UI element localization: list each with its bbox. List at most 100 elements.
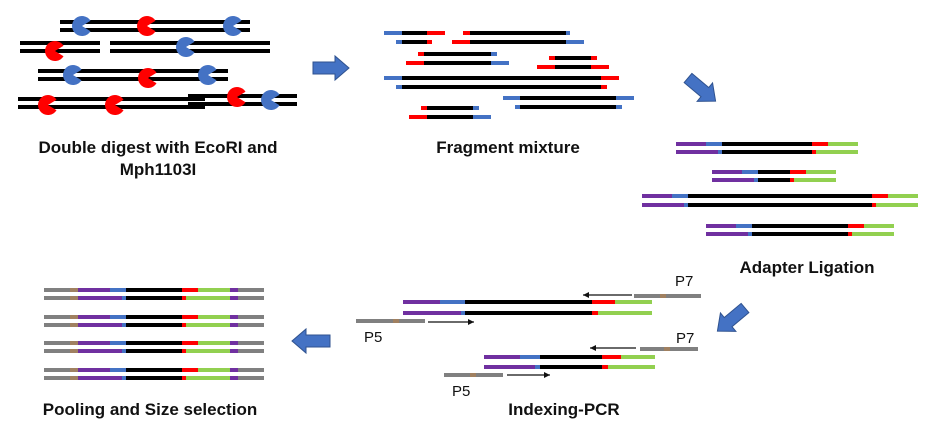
fragment-strand <box>418 52 424 56</box>
fragment-strand <box>491 52 497 56</box>
fragment-strand <box>396 85 402 89</box>
ligated-fragment <box>642 203 672 207</box>
ligated-fragment <box>852 232 894 236</box>
ligated-fragment <box>706 142 722 146</box>
pcr-template-strand <box>615 300 652 304</box>
ligated-fragment <box>676 142 706 146</box>
fragment-strand <box>616 105 622 109</box>
library-molecule <box>70 341 78 345</box>
library-molecule <box>78 296 122 300</box>
library-molecule <box>78 368 110 372</box>
ligated-fragment <box>848 224 864 228</box>
label-fragment-mixture: Fragment mixture <box>436 138 580 157</box>
pcr-template-strand <box>520 355 540 359</box>
fragment-strand <box>491 61 509 65</box>
p7-extension-arrow-icon <box>590 345 636 351</box>
pcr-template-strand <box>602 365 608 369</box>
library-molecule <box>238 288 264 292</box>
pcr-template-strand <box>484 355 520 359</box>
library-molecule <box>182 323 186 327</box>
fragment-strand <box>601 76 619 80</box>
label-p5-top: P5 <box>364 329 383 346</box>
fragment-strand <box>384 76 402 80</box>
p7-extension-arrow-icon-head <box>583 292 589 298</box>
library-molecule <box>44 349 70 353</box>
ligated-fragment <box>812 150 816 154</box>
p7-index-primer <box>634 294 660 298</box>
dna-strand <box>38 77 228 81</box>
fragment-strand <box>591 56 597 60</box>
fragment-strand <box>537 65 555 69</box>
ligated-fragment <box>806 170 836 174</box>
fragment-strand <box>616 96 634 100</box>
fragment-strand <box>402 76 601 80</box>
library-molecule <box>230 376 238 380</box>
fragment-strand <box>424 61 491 65</box>
library-molecule <box>70 349 78 353</box>
ligated-fragment <box>742 178 754 182</box>
p7-index-primer <box>664 347 670 351</box>
library-molecule <box>198 315 230 319</box>
arrow-digest-to-fragments-icon <box>312 54 350 82</box>
ligated-fragment <box>718 150 722 154</box>
label-double-digest-line2: Mph1103I <box>119 160 197 179</box>
fragment-strand <box>452 40 470 44</box>
ligated-fragment <box>672 194 688 198</box>
ecori-enzyme-icon <box>137 68 157 88</box>
pcr-template-strand <box>465 300 592 304</box>
pcr-template-strand <box>592 311 598 315</box>
ecori-enzyme-icon <box>136 15 156 36</box>
library-molecule <box>110 341 126 345</box>
fragment-strand <box>520 105 616 109</box>
fragment-strand <box>555 65 591 69</box>
pcr-template-strand <box>440 311 461 315</box>
dna-strand <box>20 49 100 53</box>
library-molecule <box>122 296 126 300</box>
ecori-enzyme-icon <box>38 95 57 115</box>
pcr-template-strand <box>598 311 652 315</box>
ligated-fragment <box>712 170 742 174</box>
fragment-strand <box>427 31 445 35</box>
fragment-strand <box>427 40 432 44</box>
pcr-template-strand <box>592 300 615 304</box>
arrow-ligation-to-pcr-icon <box>716 302 750 332</box>
label-pooling-size-selection: Pooling and Size selection <box>42 400 258 419</box>
library-molecule <box>70 376 78 380</box>
p7-extension-arrow-icon <box>583 292 632 298</box>
fragment-strand <box>591 65 609 69</box>
ligated-fragment <box>706 224 736 228</box>
dna-strand <box>188 94 297 98</box>
fragment-strand <box>566 40 584 44</box>
p5-index-primer <box>470 373 476 377</box>
library-molecule <box>44 341 70 345</box>
library-molecule <box>110 368 126 372</box>
library-molecule <box>182 368 198 372</box>
library-molecule <box>182 349 186 353</box>
library-molecule <box>182 315 198 319</box>
library-molecule <box>78 376 122 380</box>
ligated-fragment <box>706 150 718 154</box>
library-molecule <box>70 315 78 319</box>
library-molecule <box>78 341 110 345</box>
label-p5-bottom: P5 <box>452 383 471 400</box>
ligated-fragment <box>828 142 858 146</box>
p5-extension-arrow-icon-head <box>544 372 550 378</box>
fragment-strand <box>566 31 570 35</box>
library-molecule <box>182 296 186 300</box>
ligated-fragment <box>794 178 836 182</box>
library-molecule <box>78 349 122 353</box>
library-molecule <box>238 315 264 319</box>
fragment-strand <box>473 106 479 110</box>
library-molecule <box>126 349 182 353</box>
ligated-fragment <box>758 170 790 174</box>
library-molecule <box>182 341 198 345</box>
fragment-strand <box>473 115 491 119</box>
ligated-fragment <box>872 194 888 198</box>
fragment-strand <box>470 40 566 44</box>
ligated-fragment <box>748 232 752 236</box>
library-molecule <box>186 296 230 300</box>
library-molecule <box>70 368 78 372</box>
library-molecule <box>186 376 230 380</box>
